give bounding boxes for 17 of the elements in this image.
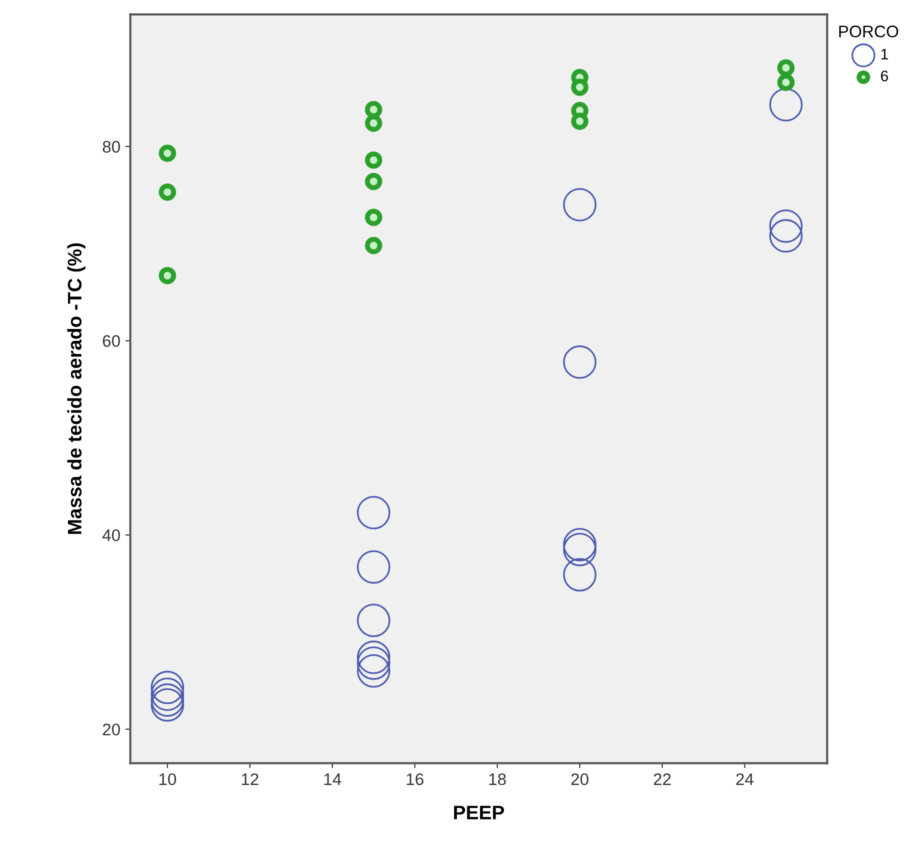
legend-label: 1 [881,48,888,60]
x-tick-label: 14 [324,774,342,785]
x-tick-label: 18 [489,773,506,786]
x-tick-label: 22 [654,773,671,785]
y-tick-label: 60 [102,335,120,347]
y-tick-label: 80 [102,140,120,153]
y-tick-label: 40 [102,529,120,542]
y-axis-title: Massa de tecido aerado -TC (%) [67,243,86,534]
y-tick-label: 20 [102,724,120,736]
legend-label: 6 [880,70,888,82]
x-axis-title: PEEP [454,806,504,820]
legend-title: PORCO [839,26,898,38]
x-tick-label: 24 [736,773,754,785]
x-tick-label: 12 [242,773,258,785]
x-tick-label: 16 [406,773,424,786]
x-tick-label: 10 [159,773,176,786]
x-tick-label: 20 [571,773,588,786]
